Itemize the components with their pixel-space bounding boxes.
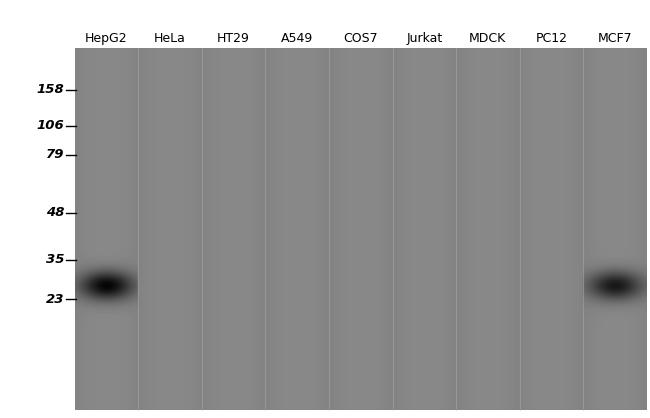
Text: 23: 23 — [46, 293, 64, 306]
Text: HT29: HT29 — [217, 32, 250, 45]
Text: Jurkat: Jurkat — [406, 32, 443, 45]
Text: PC12: PC12 — [536, 32, 567, 45]
Text: A549: A549 — [281, 32, 313, 45]
Text: 48: 48 — [46, 206, 64, 219]
Text: COS7: COS7 — [343, 32, 378, 45]
Text: 106: 106 — [36, 119, 64, 133]
Text: MDCK: MDCK — [469, 32, 506, 45]
Text: HepG2: HepG2 — [85, 32, 128, 45]
Text: 158: 158 — [36, 83, 64, 96]
Text: MCF7: MCF7 — [597, 32, 632, 45]
Text: 35: 35 — [46, 253, 64, 266]
Text: HeLa: HeLa — [154, 32, 186, 45]
Text: 79: 79 — [46, 148, 64, 161]
